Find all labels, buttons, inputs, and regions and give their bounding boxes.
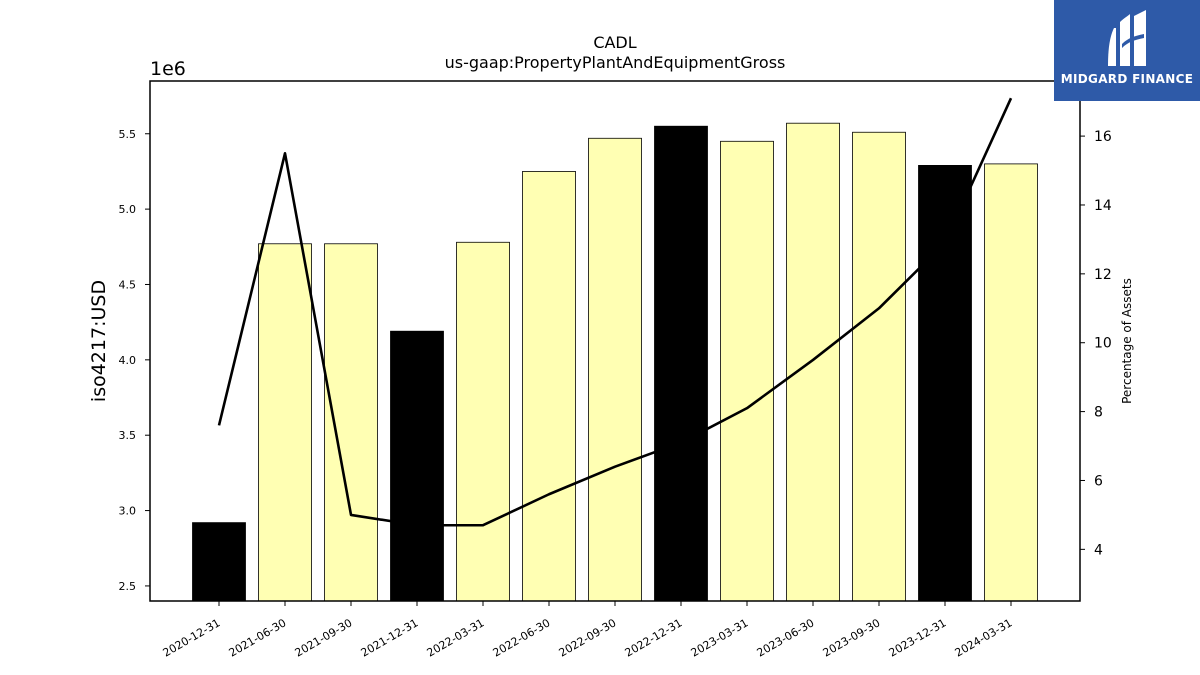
line-group [217, 97, 1013, 527]
x-tick-label: 2024-03-31 [953, 616, 1015, 659]
y2-tick-label: 14 [1094, 198, 1112, 214]
y-tick-label: 5.0 [119, 203, 137, 216]
y-tick-label: 4.0 [119, 354, 137, 367]
bar [390, 330, 444, 602]
y2-tick-label: 4 [1094, 542, 1103, 558]
x-tick-label: 2022-03-31 [425, 616, 487, 659]
x-tick-label: 2021-09-30 [293, 616, 355, 659]
y2-tick-label: 10 [1094, 336, 1112, 352]
series-line [217, 97, 1013, 527]
y-tick-label: 3.0 [119, 505, 137, 518]
x-tick-label: 2023-03-31 [689, 616, 751, 659]
x-tick-label: 2023-12-31 [887, 616, 949, 659]
chart-subtitle: us-gaap:PropertyPlantAndEquipmentGross [445, 53, 786, 72]
x-tick-label: 2022-09-30 [557, 616, 619, 659]
y2-tick-label: 12 [1094, 267, 1112, 283]
bar [852, 131, 906, 602]
bar [588, 137, 642, 602]
bar [786, 122, 840, 602]
bar [258, 243, 312, 602]
x-tick-label: 2022-12-31 [623, 616, 685, 659]
y-tick-label: 4.5 [119, 278, 137, 291]
bar [984, 163, 1038, 602]
bar [192, 522, 246, 602]
x-tick-label: 2021-06-30 [227, 616, 289, 659]
x-tick-label: 2021-12-31 [359, 616, 421, 659]
x-tick-label: 2023-09-30 [821, 616, 883, 659]
y2-tick-label: 6 [1094, 473, 1103, 489]
bar [522, 171, 576, 602]
y-tick-label: 5.5 [119, 128, 137, 141]
y2-tick-label: 16 [1094, 129, 1112, 145]
y-offset-label: 1e6 [150, 58, 186, 80]
x-tick-label: 2022-06-30 [491, 616, 553, 659]
y-tick-label: 2.5 [119, 580, 137, 593]
y-axis-label: iso4217:USD [88, 280, 110, 402]
bar [456, 241, 510, 602]
bar [918, 165, 972, 602]
y-tick-label: 3.5 [119, 429, 137, 442]
bar [324, 243, 378, 602]
y2-tick-label: 8 [1094, 405, 1103, 421]
bar [720, 140, 774, 602]
y2-axis-label: Percentage of Assets [1120, 278, 1134, 404]
bar-group [192, 122, 1038, 602]
bar [654, 125, 708, 602]
midgard-logo-icon [1108, 10, 1146, 66]
chart-title: CADL [593, 33, 636, 52]
x-tick-label: 2023-06-30 [755, 616, 817, 659]
logo-text: MIDGARD FINANCE [1060, 72, 1194, 86]
x-tick-label: 2020-12-31 [161, 616, 223, 659]
brand-logo: MIDGARD FINANCE [1054, 0, 1200, 101]
